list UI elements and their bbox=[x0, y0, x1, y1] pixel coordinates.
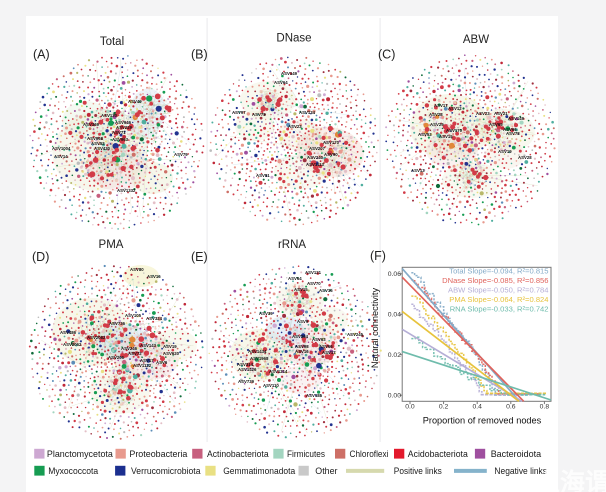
svg-text:ASV79: ASV79 bbox=[174, 152, 188, 157]
svg-text:ASV65: ASV65 bbox=[489, 122, 503, 127]
svg-text:ASV15: ASV15 bbox=[439, 134, 453, 139]
svg-text:ASV1332: ASV1332 bbox=[117, 188, 136, 193]
svg-text:ASV19: ASV19 bbox=[163, 344, 177, 349]
svg-text:ASV28: ASV28 bbox=[429, 112, 443, 117]
svg-text:ASV52: ASV52 bbox=[91, 141, 105, 146]
svg-text:ASV29: ASV29 bbox=[430, 122, 444, 127]
svg-text:ASV324: ASV324 bbox=[146, 316, 163, 321]
svg-text:ASV6: ASV6 bbox=[156, 360, 168, 365]
svg-text:ASV16: ASV16 bbox=[147, 274, 161, 279]
svg-text:ASV946: ASV946 bbox=[115, 120, 132, 125]
svg-text:ASV369: ASV369 bbox=[83, 122, 100, 127]
svg-text:ASV19: ASV19 bbox=[498, 149, 512, 154]
svg-text:ASV170: ASV170 bbox=[446, 128, 463, 133]
svg-text:ASV1004: ASV1004 bbox=[52, 146, 71, 151]
svg-text:ASV23: ASV23 bbox=[476, 111, 490, 116]
svg-text:ASV90: ASV90 bbox=[324, 152, 338, 157]
svg-text:ASV28: ASV28 bbox=[518, 155, 532, 160]
svg-text:ASV968: ASV968 bbox=[87, 136, 104, 141]
svg-text:ASV78: ASV78 bbox=[506, 131, 520, 136]
svg-text:ASV66: ASV66 bbox=[503, 127, 517, 132]
svg-text:ASV78: ASV78 bbox=[252, 112, 266, 117]
svg-text:ASV81: ASV81 bbox=[256, 173, 270, 178]
svg-text:ASV17: ASV17 bbox=[140, 358, 154, 363]
svg-text:ASV17: ASV17 bbox=[434, 103, 448, 108]
svg-text:ASV1122: ASV1122 bbox=[133, 363, 152, 368]
svg-text:ASV97: ASV97 bbox=[232, 110, 246, 115]
svg-text:ASV105: ASV105 bbox=[125, 313, 142, 318]
svg-text:ASV53: ASV53 bbox=[418, 132, 432, 137]
svg-text:ASV49: ASV49 bbox=[128, 99, 142, 104]
svg-text:ASV14: ASV14 bbox=[54, 154, 68, 159]
svg-text:ASV2062: ASV2062 bbox=[63, 342, 82, 347]
svg-text:ASV72: ASV72 bbox=[128, 351, 142, 356]
svg-text:ASV246: ASV246 bbox=[121, 346, 138, 351]
svg-text:ASV1113: ASV1113 bbox=[306, 162, 325, 167]
svg-text:ASV963: ASV963 bbox=[112, 137, 129, 142]
svg-text:ASV2082: ASV2082 bbox=[87, 335, 106, 340]
svg-text:ASV12: ASV12 bbox=[448, 106, 462, 111]
svg-text:ASV21: ASV21 bbox=[494, 111, 508, 116]
svg-text:ASV206: ASV206 bbox=[108, 355, 125, 360]
svg-text:ASV240: ASV240 bbox=[307, 155, 324, 160]
svg-text:ASV207: ASV207 bbox=[309, 146, 326, 151]
svg-text:ASV149: ASV149 bbox=[508, 116, 525, 121]
svg-text:ASV13: ASV13 bbox=[411, 168, 425, 173]
svg-text:ASV64: ASV64 bbox=[274, 80, 288, 85]
svg-text:ASV134: ASV134 bbox=[299, 110, 316, 115]
svg-text:ASV736: ASV736 bbox=[109, 321, 126, 326]
svg-text:ASV620: ASV620 bbox=[163, 351, 180, 356]
svg-text:ASV23: ASV23 bbox=[288, 124, 302, 129]
svg-text:ASV71: ASV71 bbox=[112, 130, 126, 135]
svg-text:ASV229: ASV229 bbox=[116, 125, 133, 130]
svg-text:ASV430: ASV430 bbox=[94, 146, 111, 151]
svg-text:ASV170: ASV170 bbox=[323, 140, 340, 145]
svg-text:ASV80: ASV80 bbox=[130, 267, 144, 272]
svg-text:ASV143: ASV143 bbox=[140, 343, 157, 348]
svg-text:ASV130: ASV130 bbox=[101, 113, 118, 118]
svg-text:ASV149: ASV149 bbox=[281, 71, 298, 76]
svg-text:ASV486: ASV486 bbox=[60, 330, 77, 335]
